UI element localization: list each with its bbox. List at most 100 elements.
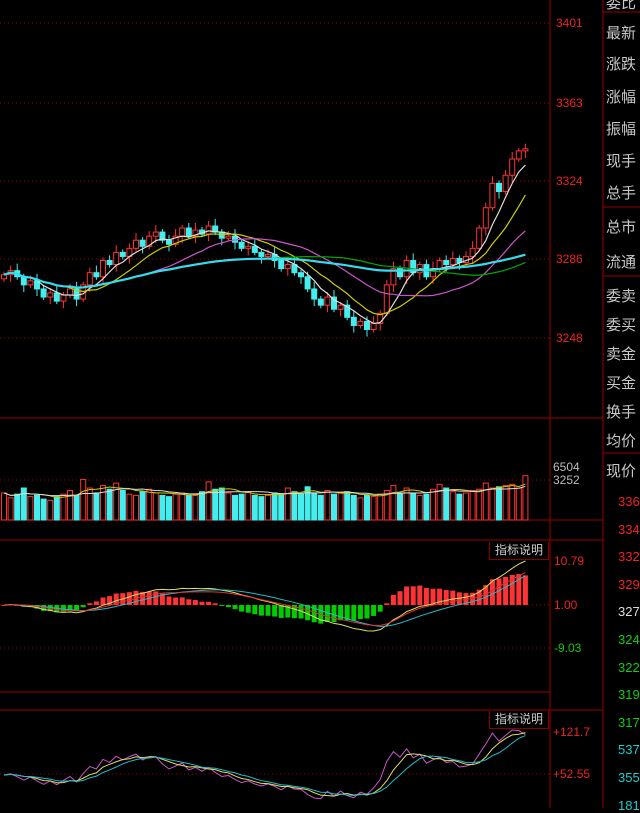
volume-bar — [423, 493, 430, 521]
volume-bar — [410, 492, 417, 521]
volume-bar — [522, 475, 529, 521]
price-level: 317 — [618, 714, 640, 730]
macd-histogram-bar — [133, 590, 139, 605]
price-level: 319 — [618, 687, 640, 703]
macd-histogram-bar — [357, 605, 363, 620]
macd-histogram-bar — [239, 605, 245, 612]
volume-bar — [403, 487, 410, 521]
macd-histogram-bar — [364, 605, 370, 619]
macd-histogram-bar — [258, 605, 264, 616]
macd-histogram-bar — [503, 576, 509, 605]
macd-tick: 10.79 — [554, 554, 585, 568]
volume-bar — [152, 492, 159, 521]
macd-histogram-bar — [417, 585, 423, 605]
candle-body — [119, 251, 126, 257]
candle-body — [324, 296, 331, 306]
macd-histogram-bar — [272, 605, 278, 617]
price-tick: 3324 — [556, 174, 583, 188]
candle-body — [364, 320, 370, 331]
volume-bar — [119, 489, 126, 521]
volume-bar — [47, 499, 54, 521]
macd-histogram-bar — [437, 588, 443, 605]
macd-third-line — [3, 572, 526, 626]
price-level: 324 — [618, 632, 640, 647]
candle-body — [469, 247, 476, 257]
macd-histogram-bar — [219, 605, 225, 606]
volume-bar — [113, 482, 120, 521]
volume-bar — [430, 488, 436, 521]
volume-bar — [185, 494, 192, 521]
candle-body — [258, 251, 265, 257]
macd-histogram-bar — [93, 601, 99, 605]
candle-body — [298, 272, 304, 278]
candle-body — [100, 260, 106, 278]
macd-histogram-bar — [423, 587, 429, 605]
macd-histogram-bar — [285, 605, 291, 618]
candle-body — [225, 235, 232, 239]
macd-histogram-bar — [351, 605, 357, 621]
candle-body — [27, 280, 34, 286]
volume-tick: 6504 — [553, 460, 580, 474]
volume-bar — [146, 488, 153, 521]
macd-histogram-bar — [410, 586, 416, 605]
indicator-info-button[interactable]: 指标说明 — [489, 542, 549, 560]
macd-tick: -9.03 — [554, 641, 582, 655]
volume-bar — [337, 492, 344, 521]
volume-bar — [476, 488, 483, 521]
candle-body — [205, 225, 212, 235]
candlesticks — [1, 143, 529, 337]
oscillator-line-1 — [3, 732, 526, 797]
volume-bars — [1, 475, 529, 521]
volume-bar — [304, 486, 311, 521]
macd-histogram-bar — [225, 605, 231, 608]
oscillator-tick: +121.7 — [553, 725, 591, 739]
macd-histogram-bar — [113, 593, 119, 605]
candle-body — [67, 288, 73, 296]
price-tick: 3286 — [556, 252, 583, 266]
volume-bar — [443, 487, 450, 521]
macd-histogram-bar — [192, 600, 198, 605]
candle-body — [304, 276, 311, 290]
candle-body — [192, 229, 199, 237]
info-label: 流通 — [606, 253, 637, 271]
volume-bar — [397, 492, 403, 521]
indicator-info-button[interactable]: 指标说明 — [489, 711, 549, 729]
volume-bar — [502, 485, 509, 521]
info-label: 涨跌 — [606, 55, 637, 73]
price-level: 334 — [618, 521, 640, 537]
volume-bar — [53, 496, 60, 521]
candle-body — [284, 264, 291, 270]
candle-body — [251, 245, 258, 253]
candle-body — [238, 241, 245, 249]
price-level: 329 — [618, 576, 640, 592]
macd-histogram-bar — [298, 605, 304, 619]
macd-histogram-bar — [324, 605, 330, 622]
volume-bar — [86, 487, 93, 521]
volume-bar — [258, 496, 265, 521]
macd-histogram-bar — [265, 605, 271, 616]
macd-histogram-bar — [404, 586, 410, 605]
volume-bar — [192, 494, 199, 521]
volume-bar — [34, 494, 40, 521]
macd-histogram-bar — [305, 605, 311, 621]
candle-body — [502, 174, 509, 192]
candle-body — [179, 227, 186, 237]
candle-body — [515, 150, 522, 160]
oscillator-line-0 — [3, 729, 526, 800]
macd-dif-line — [3, 560, 526, 632]
candle-body — [436, 260, 443, 270]
volume-bar — [463, 492, 469, 521]
volume-bar — [331, 493, 337, 521]
volume-bar — [20, 487, 27, 521]
volume-bar — [199, 491, 205, 521]
macd-histogram-bar — [397, 591, 403, 605]
macd-histogram-bar — [1, 605, 7, 606]
candle-body — [245, 245, 252, 249]
volume-bar — [357, 497, 364, 521]
candle-body — [383, 284, 390, 314]
volume-bar — [515, 487, 522, 521]
volume-bar — [106, 488, 113, 521]
macd-histogram-bar — [159, 593, 165, 605]
volume-bar — [317, 494, 324, 521]
